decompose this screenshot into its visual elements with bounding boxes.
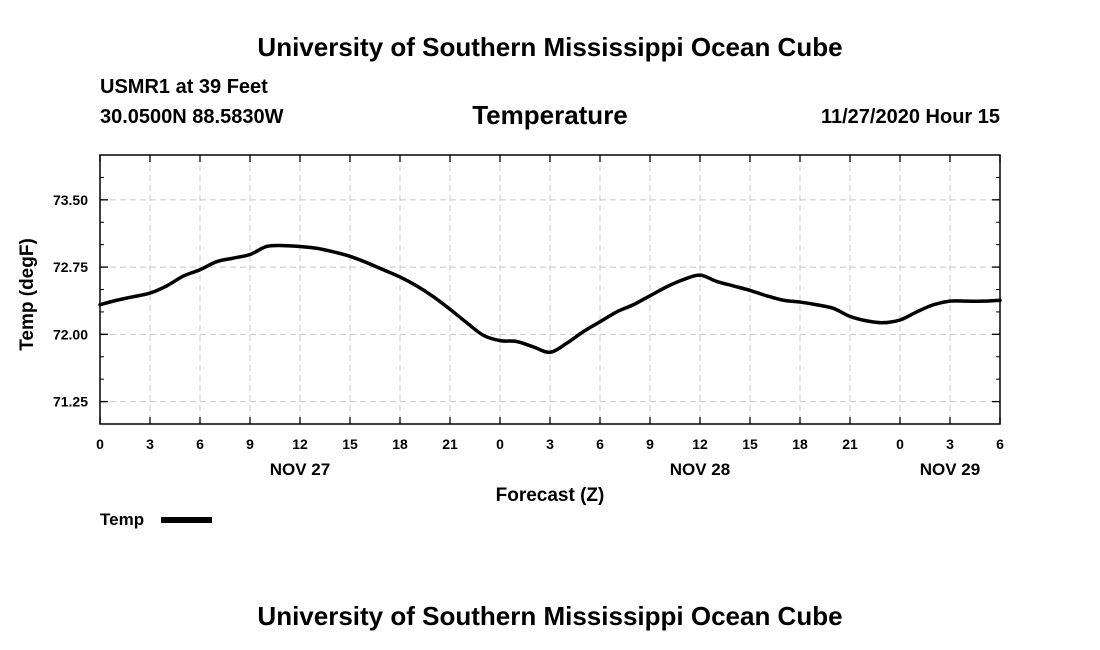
x-tick-label: 15 [742,436,758,452]
x-tick-label: 21 [442,436,458,452]
x-tick-label: 12 [692,436,708,452]
x-tick-label: 12 [292,436,308,452]
y-tick-label: 71.25 [53,394,88,410]
main-title: University of Southern Mississippi Ocean… [257,32,843,62]
x-tick-label: 0 [496,436,504,452]
plot-frame [99,154,1001,425]
grid [100,155,1000,424]
x-tick-label: 0 [96,436,104,452]
footer-title: University of Southern Mississippi Ocean… [257,601,843,631]
location-label: 30.0500N 88.5830W [100,106,284,128]
timestamp-label: 11/27/2020 Hour 15 [820,106,1000,128]
y-tick-label: 72.00 [53,326,88,342]
x-tick-label: 15 [342,436,358,452]
legend-label: Temp [100,510,144,529]
x-axis-label: Forecast (Z) [496,485,605,506]
x-tick-label: 21 [842,436,858,452]
x-tick-label: 9 [246,436,254,452]
y-tick-label: 72.75 [53,259,88,275]
x-axis: 0 3 6 9 12 15 18 21 0 3 6 9 12 15 18 21 0 3 6 NOV 27 NOV 28 N… [96,155,1004,479]
day-label: NOV 29 [920,460,980,479]
x-tick-label: 3 [146,436,154,452]
x-tick-label: 6 [596,436,604,452]
x-tick-label: 6 [196,436,204,452]
day-label: NOV 28 [670,460,730,479]
day-label: NOV 27 [270,460,330,479]
x-tick-label: 9 [646,436,654,452]
temp-series-line [98,243,1002,355]
x-tick-label: 18 [792,436,808,452]
x-tick-label: 0 [896,436,904,452]
station-label: USMR1 at 39 Feet [100,76,268,98]
y-axis: 71.25 72.00 72.75 73.50 [53,192,1000,410]
y-tick-label: 73.50 [53,192,88,208]
x-tick-label: 3 [546,436,554,452]
x-tick-label: 6 [996,436,1004,452]
x-tick-label: 18 [392,436,408,452]
chart-title: Temperature [472,100,628,130]
y-axis-label: Temp (degF) [17,238,38,351]
x-tick-label: 3 [946,436,954,452]
